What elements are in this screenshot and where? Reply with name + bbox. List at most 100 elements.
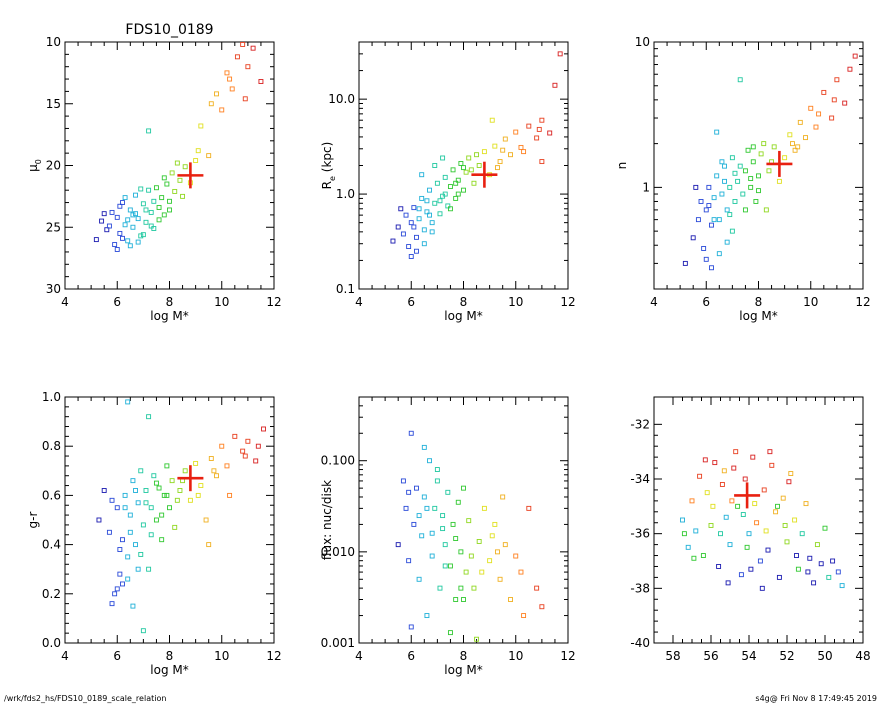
data-point — [411, 521, 417, 527]
data-point — [130, 224, 136, 230]
data-point — [729, 498, 735, 504]
data-point — [411, 205, 417, 211]
data-point — [697, 473, 703, 479]
y-tick-label: 25 — [46, 220, 61, 234]
data-point — [146, 566, 152, 572]
data-point — [458, 585, 464, 591]
data-point — [474, 152, 480, 158]
data-point — [794, 553, 799, 558]
data-point — [125, 238, 131, 244]
plot-frame — [653, 41, 864, 290]
data-point — [153, 480, 159, 486]
data-point — [775, 503, 780, 509]
footer-path: /wrk/fds2_hs/FDS10_0189_scale_relation — [4, 694, 167, 703]
data-point — [120, 537, 125, 543]
data-point — [127, 529, 133, 535]
plot-frame — [64, 41, 275, 290]
x-tick-label: 8 — [460, 295, 468, 309]
data-point — [698, 199, 704, 204]
data-point — [814, 542, 820, 548]
x-tick-label: 50 — [817, 649, 832, 663]
data-point — [763, 528, 769, 534]
data-point — [706, 184, 712, 190]
chart-title: FDS10_0189 — [125, 22, 213, 38]
data-point — [761, 141, 767, 147]
x-axis-label: log M* — [739, 309, 777, 323]
data-point — [140, 232, 146, 238]
data-point — [99, 218, 105, 224]
data-point — [757, 558, 763, 564]
y-axis-label: g-r — [26, 511, 40, 528]
data-point — [704, 490, 710, 496]
data-point — [745, 147, 751, 153]
x-tick-label: 58 — [665, 649, 680, 663]
data-point — [432, 163, 438, 168]
panel-re: 4 6 8 10 12 0.1 1.0 10.0 log M* Re (kpc) — [320, 41, 576, 323]
x-tick-label: 10 — [214, 649, 229, 663]
data-point — [424, 613, 430, 619]
data-point — [487, 558, 493, 564]
data-point — [140, 201, 146, 207]
data-point — [539, 604, 545, 610]
data-point — [442, 174, 448, 180]
data-point — [455, 499, 461, 505]
data-point — [414, 485, 419, 491]
data-point — [434, 478, 440, 484]
data-point — [135, 500, 141, 506]
data-point — [138, 186, 144, 192]
data-point — [453, 195, 459, 201]
y-tick-label: 0.001 — [321, 636, 355, 650]
data-point — [434, 180, 440, 186]
data-point — [455, 177, 461, 183]
data-point — [390, 238, 396, 244]
data-point — [406, 558, 412, 564]
data-point — [458, 161, 464, 166]
panel-flux: 4 6 8 10 12 0.001 0.010 0.100 log M* flux: nuc/di… — [320, 396, 576, 677]
data-point — [453, 536, 459, 541]
data-point — [752, 501, 758, 507]
data-point — [122, 195, 128, 201]
data-point — [122, 492, 128, 498]
data-point — [133, 542, 138, 548]
data-point — [219, 443, 225, 449]
data-point — [406, 489, 412, 495]
data-point — [250, 45, 256, 51]
x-tick-label: 6 — [407, 295, 415, 309]
data-point — [437, 585, 443, 591]
data-point — [776, 178, 782, 184]
data-point — [829, 115, 835, 121]
data-point — [211, 468, 217, 474]
data-point — [703, 256, 709, 262]
data-point — [557, 51, 563, 57]
data-point — [788, 471, 794, 476]
data-point — [421, 241, 427, 247]
data-point — [702, 457, 708, 463]
data-point — [242, 453, 248, 459]
data-point — [172, 524, 178, 530]
data-point — [112, 591, 118, 597]
data-point — [240, 42, 246, 47]
data-point — [852, 53, 858, 59]
data-point — [497, 159, 503, 165]
panel-n: 4 6 8 10 12 1 10 log M* n — [615, 35, 871, 323]
data-point — [723, 514, 729, 520]
x-tick-label: 6 — [702, 295, 710, 309]
data-point — [424, 209, 430, 215]
x-tick-label: 8 — [166, 295, 174, 309]
plot-frame — [653, 396, 864, 644]
data-point — [513, 553, 519, 559]
data-point — [690, 235, 696, 241]
x-tick-label: 10 — [508, 649, 523, 663]
data-point — [127, 512, 133, 518]
data-point — [831, 97, 837, 103]
data-point — [458, 549, 464, 555]
data-point — [526, 505, 532, 511]
data-point — [792, 517, 798, 523]
data-point — [245, 64, 251, 70]
data-point — [156, 217, 162, 223]
data-point — [421, 494, 427, 500]
data-point — [117, 547, 123, 552]
data-point — [440, 513, 446, 519]
